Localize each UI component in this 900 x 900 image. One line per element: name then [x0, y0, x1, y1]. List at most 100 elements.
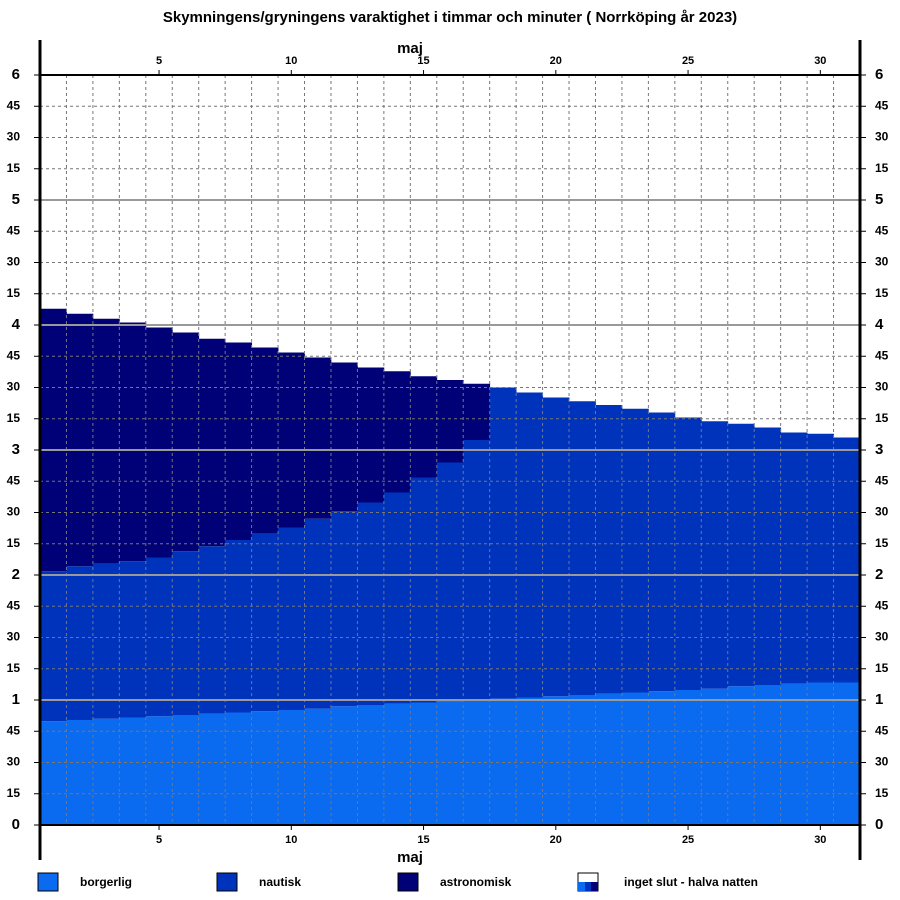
bar-segment	[489, 387, 517, 699]
y-tick-label-right: 30	[875, 255, 889, 269]
y-tick-label-left: 30	[7, 255, 21, 269]
bar-segment	[40, 308, 67, 572]
y-tick-label-right: 4	[875, 316, 884, 333]
bar-segment	[251, 347, 279, 534]
bar-segment	[648, 412, 676, 692]
bar-segment	[516, 697, 543, 825]
x-tick-label-bottom: 15	[417, 834, 429, 846]
bar-segment	[410, 376, 438, 478]
bar-segment	[701, 688, 729, 825]
y-tick-label-right: 45	[875, 473, 889, 487]
y-tick-label-right: 1	[875, 691, 883, 708]
y-tick-label-right: 30	[875, 130, 889, 144]
bar-segment	[278, 710, 305, 825]
bar-segment	[595, 405, 623, 694]
y-tick-label-left: 15	[7, 786, 21, 800]
y-tick-label-left: 30	[7, 630, 21, 644]
bar-segment	[727, 423, 755, 687]
x-tick-label-top: 10	[285, 55, 297, 67]
x-axis-title-bottom: maj	[397, 849, 423, 866]
bar-segment	[251, 533, 279, 712]
bar-segment	[674, 690, 702, 825]
bar-segment	[66, 720, 94, 825]
y-tick-label-right: 45	[875, 723, 889, 737]
bar-segment	[119, 717, 147, 825]
bar-segment	[40, 721, 67, 825]
bar-segment	[648, 691, 676, 825]
y-tick-label-right: 3	[875, 441, 883, 458]
bar-segment	[119, 561, 147, 718]
bar-segment	[225, 712, 253, 825]
y-tick-label-right: 45	[875, 348, 889, 362]
bar-segment	[383, 371, 411, 493]
y-tick-label-right: 30	[875, 380, 889, 394]
bar-segment	[595, 693, 623, 825]
bar-segment	[40, 571, 67, 722]
bar-segment	[833, 682, 861, 825]
y-tick-label-left: 45	[7, 598, 21, 612]
bar-segment	[357, 367, 385, 503]
y-tick-label-right: 0	[875, 816, 883, 833]
bar-segment	[542, 696, 570, 825]
y-tick-label-left: 45	[7, 223, 21, 237]
bar-segment	[330, 706, 358, 825]
x-tick-label-top: 25	[682, 55, 694, 67]
x-tick-label-bottom: 25	[682, 834, 694, 846]
y-tick-label-left: 45	[7, 348, 21, 362]
y-tick-label-right: 2	[875, 566, 883, 583]
y-tick-label-right: 45	[875, 223, 889, 237]
bar-segment	[172, 332, 200, 552]
bar-segment	[92, 718, 120, 825]
y-tick-label-left: 4	[12, 316, 21, 333]
y-tick-label-left: 15	[7, 411, 21, 425]
y-tick-label-right: 30	[875, 630, 889, 644]
bar-segment	[145, 557, 173, 717]
y-tick-label-left: 30	[7, 505, 21, 519]
bar-segment	[569, 401, 596, 695]
y-tick-label-right: 15	[875, 161, 889, 175]
x-tick-label-top: 15	[417, 55, 429, 67]
y-tick-label-right: 15	[875, 661, 889, 675]
y-tick-label-left: 5	[12, 191, 20, 208]
bar-segment	[516, 392, 543, 698]
bar-segment	[278, 527, 305, 710]
bar-segment	[383, 703, 411, 825]
bar-segment	[780, 432, 808, 684]
legend-swatch-part	[591, 882, 598, 891]
bar-segment	[621, 408, 649, 693]
y-tick-label-left: 6	[12, 66, 20, 83]
bar-segment	[436, 380, 464, 463]
bar-segment	[463, 383, 491, 440]
x-tick-label-top: 5	[156, 55, 162, 67]
bar-segment	[225, 540, 253, 713]
y-tick-label-left: 0	[12, 816, 20, 833]
bar-segment	[172, 551, 200, 715]
bar-segment	[754, 427, 782, 685]
legend-swatch-part	[585, 882, 591, 891]
bar-segment	[225, 342, 253, 540]
y-tick-label-right: 15	[875, 411, 889, 425]
x-tick-label-bottom: 20	[550, 834, 562, 846]
bar-segment	[92, 318, 120, 564]
y-tick-label-left: 15	[7, 286, 21, 300]
y-tick-label-right: 45	[875, 598, 889, 612]
y-tick-label-left: 3	[12, 441, 20, 458]
bar-segment	[701, 421, 729, 689]
y-tick-label-right: 6	[875, 66, 883, 83]
y-tick-label-left: 15	[7, 161, 21, 175]
y-tick-label-left: 15	[7, 661, 21, 675]
x-tick-label-bottom: 10	[285, 834, 297, 846]
bar-segment	[66, 313, 94, 567]
legend-label: inget slut - halva natten	[624, 875, 758, 889]
bar-segment	[304, 357, 332, 519]
bar-segment	[807, 682, 834, 825]
y-tick-label-right: 5	[875, 191, 883, 208]
y-tick-label-right: 15	[875, 286, 889, 300]
legend-label: borgerlig	[80, 875, 132, 889]
bar-segment	[304, 518, 332, 709]
bar-segment	[463, 440, 491, 700]
bar-segment	[754, 685, 782, 825]
x-tick-label-top: 20	[550, 55, 562, 67]
y-tick-label-right: 30	[875, 755, 889, 769]
y-tick-label-left: 1	[12, 691, 20, 708]
